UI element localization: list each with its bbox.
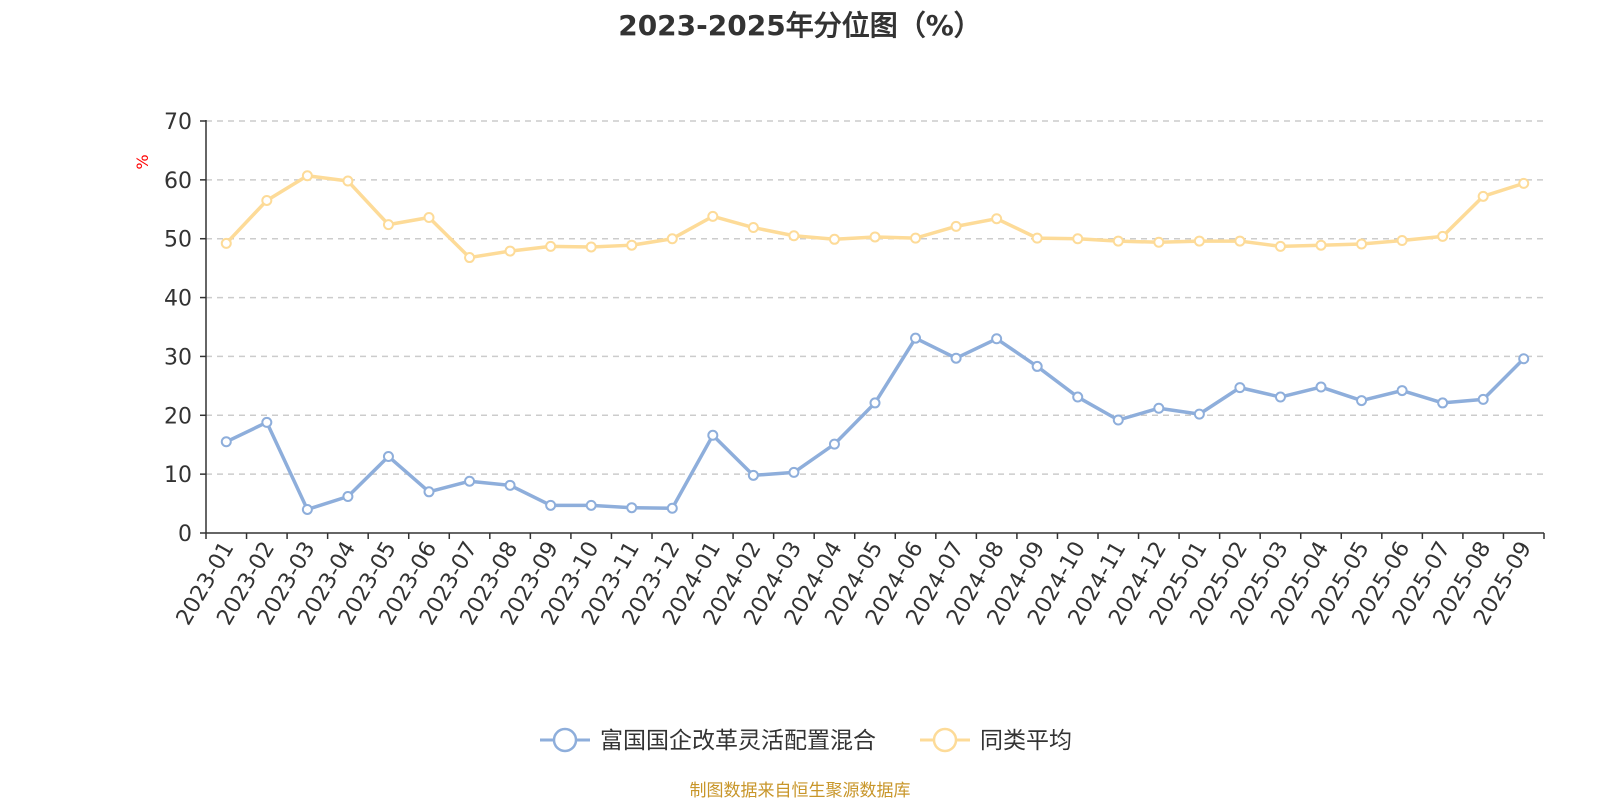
data-point[interactable] xyxy=(301,503,313,515)
data-point[interactable] xyxy=(423,212,435,224)
data-point[interactable] xyxy=(585,499,597,511)
legend-label: 富国国企改革灵活配置混合 xyxy=(600,728,876,754)
data-point[interactable] xyxy=(1112,235,1124,247)
data-point[interactable] xyxy=(1477,393,1489,405)
y-tick-label: 50 xyxy=(164,228,192,253)
data-point[interactable] xyxy=(666,233,678,245)
data-point[interactable] xyxy=(1193,235,1205,247)
data-point[interactable] xyxy=(382,450,394,462)
data-point[interactable] xyxy=(626,502,638,514)
legend: 富国国企改革灵活配置混合 同类平均 xyxy=(540,727,1072,754)
series-layer xyxy=(220,170,1530,515)
data-point[interactable] xyxy=(991,333,1003,345)
source-note: 制图数据来自恒生聚源数据库 xyxy=(689,781,911,801)
series-0 xyxy=(220,332,1530,515)
legend-marker xyxy=(552,727,578,753)
data-point[interactable] xyxy=(1396,234,1408,246)
data-point[interactable] xyxy=(626,239,638,251)
data-point[interactable] xyxy=(464,475,476,487)
data-point[interactable] xyxy=(747,469,759,481)
series-line xyxy=(224,173,1525,260)
data-point[interactable] xyxy=(869,397,881,409)
data-point[interactable] xyxy=(585,241,597,253)
y-tick-label: 40 xyxy=(164,287,192,312)
data-point[interactable] xyxy=(545,240,557,252)
data-point[interactable] xyxy=(1234,382,1246,394)
data-point[interactable] xyxy=(1315,381,1327,393)
data-point[interactable] xyxy=(910,332,922,344)
data-point[interactable] xyxy=(910,232,922,244)
data-point[interactable] xyxy=(464,252,476,264)
data-point[interactable] xyxy=(788,230,800,242)
axes: 0102030405060702023-012023-022023-032023… xyxy=(164,110,1545,630)
data-point[interactable] xyxy=(1153,236,1165,248)
data-point[interactable] xyxy=(1234,235,1246,247)
data-point[interactable] xyxy=(1153,402,1165,414)
data-point[interactable] xyxy=(1193,408,1205,420)
data-point[interactable] xyxy=(261,416,273,428)
data-point[interactable] xyxy=(504,479,516,491)
data-point[interactable] xyxy=(261,194,273,206)
data-point[interactable] xyxy=(869,231,881,243)
data-point[interactable] xyxy=(1518,353,1530,365)
legend-item[interactable]: 同类平均 xyxy=(920,727,1072,754)
y-tick-label: 10 xyxy=(164,463,192,488)
legend-item[interactable]: 富国国企改革灵活配置混合 xyxy=(540,727,876,754)
y-tick-label: 0 xyxy=(178,522,192,547)
data-point[interactable] xyxy=(220,436,232,448)
data-point[interactable] xyxy=(788,466,800,478)
data-point[interactable] xyxy=(1274,391,1286,403)
grid-lines xyxy=(206,120,1544,475)
data-point[interactable] xyxy=(666,502,678,514)
data-point[interactable] xyxy=(342,491,354,503)
data-point[interactable] xyxy=(1031,232,1043,244)
data-point[interactable] xyxy=(747,222,759,234)
data-point[interactable] xyxy=(1437,397,1449,409)
data-point[interactable] xyxy=(950,220,962,232)
y-tick-label: 20 xyxy=(164,404,192,429)
data-point[interactable] xyxy=(1518,177,1530,189)
data-point[interactable] xyxy=(707,429,719,441)
data-point[interactable] xyxy=(991,213,1003,225)
data-point[interactable] xyxy=(220,237,232,249)
data-point[interactable] xyxy=(828,233,840,245)
data-point[interactable] xyxy=(1031,360,1043,372)
chart-title: 2023-2025年分位图（%） xyxy=(618,9,982,42)
data-point[interactable] xyxy=(301,170,313,182)
data-point[interactable] xyxy=(1356,395,1368,407)
legend-label: 同类平均 xyxy=(980,728,1072,754)
data-point[interactable] xyxy=(504,245,516,257)
y-axis-label: % xyxy=(133,154,152,169)
data-point[interactable] xyxy=(707,210,719,222)
data-point[interactable] xyxy=(1072,233,1084,245)
data-point[interactable] xyxy=(423,486,435,498)
data-point[interactable] xyxy=(1112,414,1124,426)
data-point[interactable] xyxy=(1072,391,1084,403)
data-point[interactable] xyxy=(382,219,394,231)
data-point[interactable] xyxy=(1437,230,1449,242)
legend-marker xyxy=(932,727,958,753)
data-point[interactable] xyxy=(950,352,962,364)
data-point[interactable] xyxy=(1315,239,1327,251)
data-point[interactable] xyxy=(545,499,557,511)
y-tick-label: 60 xyxy=(164,169,192,194)
y-tick-label: 30 xyxy=(164,345,192,370)
data-point[interactable] xyxy=(1274,240,1286,252)
data-point[interactable] xyxy=(828,438,840,450)
data-point[interactable] xyxy=(1477,190,1489,202)
series-1 xyxy=(220,170,1530,264)
data-point[interactable] xyxy=(1396,385,1408,397)
data-point[interactable] xyxy=(1356,238,1368,250)
data-point[interactable] xyxy=(342,175,354,187)
y-tick-label: 70 xyxy=(164,110,192,135)
series-line xyxy=(225,336,1525,512)
